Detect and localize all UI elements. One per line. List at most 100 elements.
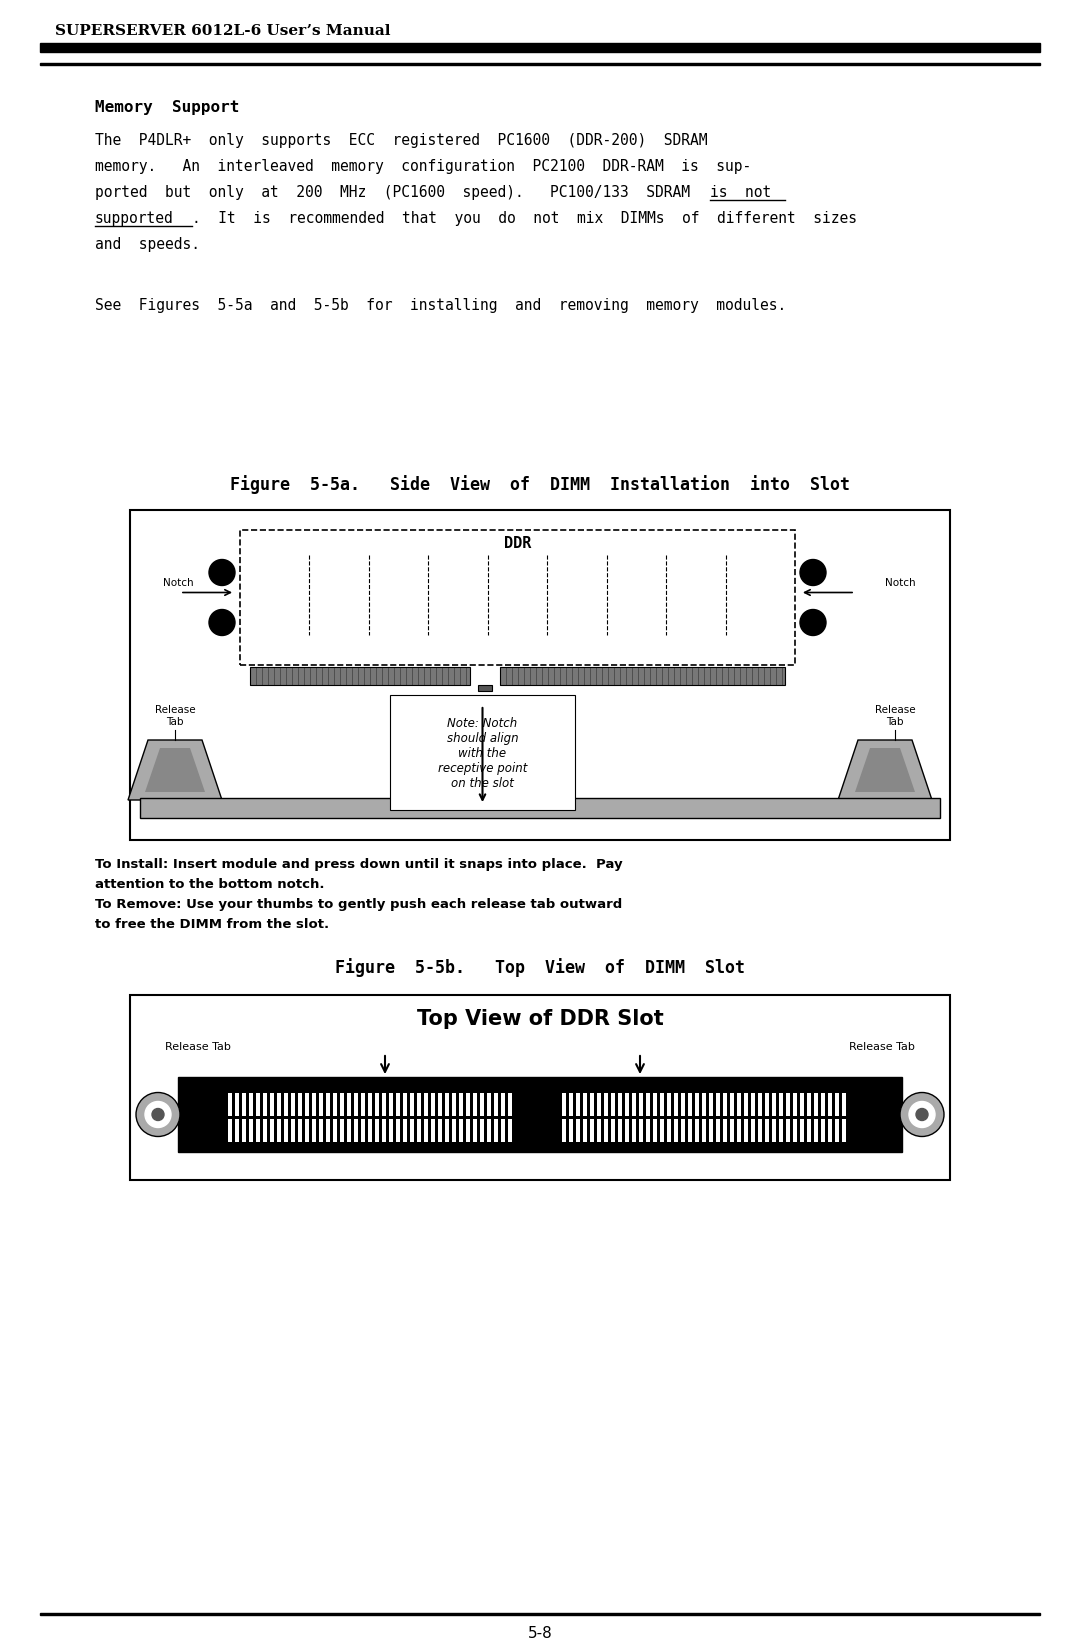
Bar <box>618 1119 622 1142</box>
Bar <box>611 1119 615 1142</box>
Bar <box>242 1119 246 1142</box>
Bar <box>807 1119 811 1142</box>
Bar <box>130 995 950 1180</box>
Bar <box>583 1119 588 1142</box>
Bar <box>438 1093 442 1116</box>
Bar <box>758 1119 762 1142</box>
Bar <box>716 1093 720 1116</box>
Bar <box>305 1119 309 1142</box>
Bar <box>396 1119 400 1142</box>
Circle shape <box>136 1093 180 1137</box>
Bar <box>228 1119 232 1142</box>
Bar <box>765 1093 769 1116</box>
Bar <box>646 1119 650 1142</box>
Bar <box>751 1119 755 1142</box>
Text: .  It  is  recommended  that  you  do  not  mix  DIMMs  of  different  sizes: . It is recommended that you do not mix … <box>192 211 858 226</box>
Text: attention to the bottom notch.: attention to the bottom notch. <box>95 878 324 892</box>
Text: Note: Notch
should align
with the
receptive point
on the slot: Note: Notch should align with the recept… <box>437 717 527 789</box>
Bar <box>473 1119 477 1142</box>
Bar <box>459 1119 463 1142</box>
Polygon shape <box>145 748 205 793</box>
Bar <box>779 1119 783 1142</box>
Bar <box>708 1119 713 1142</box>
Bar <box>178 1078 902 1152</box>
Bar <box>389 1093 393 1116</box>
Bar <box>276 1119 281 1142</box>
Text: to free the DIMM from the slot.: to free the DIMM from the slot. <box>95 918 329 931</box>
Circle shape <box>145 1101 171 1127</box>
Text: Notch: Notch <box>885 577 916 587</box>
Bar <box>786 1119 789 1142</box>
Bar <box>688 1093 692 1116</box>
Bar <box>730 1093 734 1116</box>
Bar <box>800 1119 804 1142</box>
Bar <box>779 1093 783 1116</box>
Bar <box>368 1093 372 1116</box>
Bar <box>494 1119 498 1142</box>
Bar <box>604 1093 608 1116</box>
Bar <box>583 1093 588 1116</box>
Bar <box>130 509 950 840</box>
Bar <box>354 1119 357 1142</box>
Bar <box>390 695 575 811</box>
Bar <box>382 1093 386 1116</box>
Bar <box>249 667 470 686</box>
Text: Release Tab: Release Tab <box>849 1042 915 1051</box>
Circle shape <box>900 1093 944 1137</box>
Bar <box>256 1119 260 1142</box>
Bar <box>562 1093 566 1116</box>
Bar <box>716 1119 720 1142</box>
Bar <box>576 1093 580 1116</box>
Text: DDR: DDR <box>503 536 531 550</box>
Circle shape <box>916 1109 928 1121</box>
Bar <box>487 1093 491 1116</box>
Bar <box>240 531 795 666</box>
Text: is  not: is not <box>710 185 771 199</box>
Bar <box>508 1093 512 1116</box>
Bar <box>361 1093 365 1116</box>
Bar <box>807 1093 811 1116</box>
Bar <box>478 686 492 691</box>
Bar <box>389 1119 393 1142</box>
Bar <box>298 1093 302 1116</box>
Bar <box>312 1093 316 1116</box>
Bar <box>562 1119 566 1142</box>
Bar <box>744 1119 748 1142</box>
Text: memory.   An  interleaved  memory  configuration  PC2100  DDR-RAM  is  sup-: memory. An interleaved memory configurat… <box>95 158 752 175</box>
Bar <box>453 1119 456 1142</box>
Bar <box>487 1119 491 1142</box>
Text: supported: supported <box>95 211 174 226</box>
Bar <box>256 1093 260 1116</box>
Bar <box>417 1119 421 1142</box>
Bar <box>569 1093 573 1116</box>
Text: To Remove: Use your thumbs to gently push each release tab outward: To Remove: Use your thumbs to gently pus… <box>95 898 622 911</box>
Bar <box>674 1093 678 1116</box>
Bar <box>625 1119 629 1142</box>
Bar <box>639 1093 643 1116</box>
Bar <box>500 667 785 686</box>
Bar <box>653 1119 657 1142</box>
Text: and  speeds.: and speeds. <box>95 237 200 252</box>
Bar <box>326 1093 330 1116</box>
Text: Top View of DDR Slot: Top View of DDR Slot <box>417 1009 663 1028</box>
Bar <box>40 43 1040 53</box>
Bar <box>382 1119 386 1142</box>
Bar <box>40 63 1040 64</box>
Bar <box>786 1093 789 1116</box>
Bar <box>702 1119 706 1142</box>
Bar <box>681 1119 685 1142</box>
Bar <box>604 1119 608 1142</box>
Bar <box>431 1093 435 1116</box>
Text: ported  but  only  at  200  MHz  (PC1600  speed).   PC100/133  SDRAM: ported but only at 200 MHz (PC1600 speed… <box>95 185 699 199</box>
Bar <box>347 1119 351 1142</box>
Bar <box>235 1093 239 1116</box>
Bar <box>828 1119 832 1142</box>
Text: To Install: Insert module and press down until it snaps into place.  Pay: To Install: Insert module and press down… <box>95 859 623 872</box>
Bar <box>249 1119 253 1142</box>
Bar <box>375 1119 379 1142</box>
Bar <box>459 1093 463 1116</box>
Polygon shape <box>838 740 932 799</box>
Bar <box>264 1119 267 1142</box>
Bar <box>319 1093 323 1116</box>
Bar <box>696 1093 699 1116</box>
